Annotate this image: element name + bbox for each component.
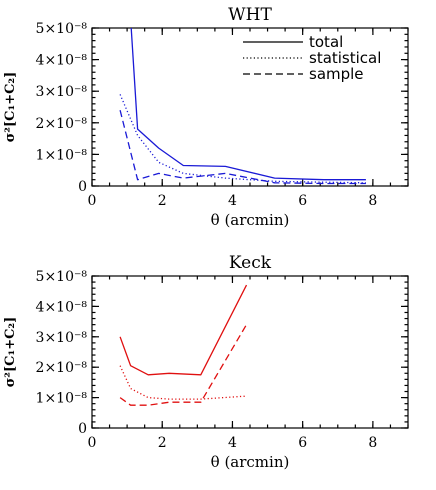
series-group [119,284,248,406]
x-axis-label: θ (arcmin) [211,453,290,471]
y-axis-label: σ²[C₁+C₂] [3,72,18,143]
x-tick-label: 8 [368,435,377,451]
y-tick-label: 5×10⁻⁸ [36,269,88,285]
x-tick-label: 0 [88,193,97,209]
x-tick-label: 4 [228,435,237,451]
x-tick-label: 6 [298,193,307,209]
y-tick-label: 0 [78,179,87,195]
chart-panel-2: Keck 0 2 4 6 8 0 1×10⁻⁸ 2×10⁻⁸ 3×10⁻⁸ 4×10⁻⁸ 5×10⁻⁸… [3,253,409,471]
series-line-statistical [119,94,366,184]
x-tick-label: 0 [88,435,97,451]
y-axis-label: σ²[C₁+C₂] [3,317,18,388]
series-line-total [119,284,248,376]
y-tick-label: 4×10⁻⁸ [36,299,88,315]
legend-label-statistical: statistical [309,49,381,67]
series-line-statistical [119,365,247,400]
chart-title: WHT [228,5,272,25]
y-tick-label: 1×10⁻⁸ [36,391,88,407]
x-tick-label: 4 [228,193,237,209]
y-tick-label: 4×10⁻⁸ [36,53,88,69]
x-tick-label: 2 [158,193,167,209]
y-tick-label: 1×10⁻⁸ [36,147,88,163]
plot-frame [91,275,409,429]
y-tick-label: 0 [78,421,87,437]
series-line-total [130,28,366,181]
y-tick-label: 5×10⁻⁸ [36,21,88,37]
x-tick-label: 6 [298,435,307,451]
legend-label-total: total [309,33,343,51]
y-tick-label: 2×10⁻⁸ [36,116,88,132]
x-tick-label: 2 [158,435,167,451]
x-tick-label: 8 [368,193,377,209]
x-axis-label: θ (arcmin) [211,211,290,229]
series-group [119,28,366,185]
y-tick-label: 3×10⁻⁸ [36,330,88,346]
y-tick-label: 2×10⁻⁸ [36,360,88,376]
chart-panel-1: WHT 0 2 4 6 8 0 1×10⁻⁸ 2×10⁻⁸ 3×10⁻⁸ 4×10⁻⁸ 5×10⁻⁸ θ… [3,5,409,229]
legend-label-sample: sample [309,65,364,83]
series-line-sample [119,324,248,406]
y-tick-label: 3×10⁻⁸ [36,84,88,100]
chart-title: Keck [229,253,272,273]
